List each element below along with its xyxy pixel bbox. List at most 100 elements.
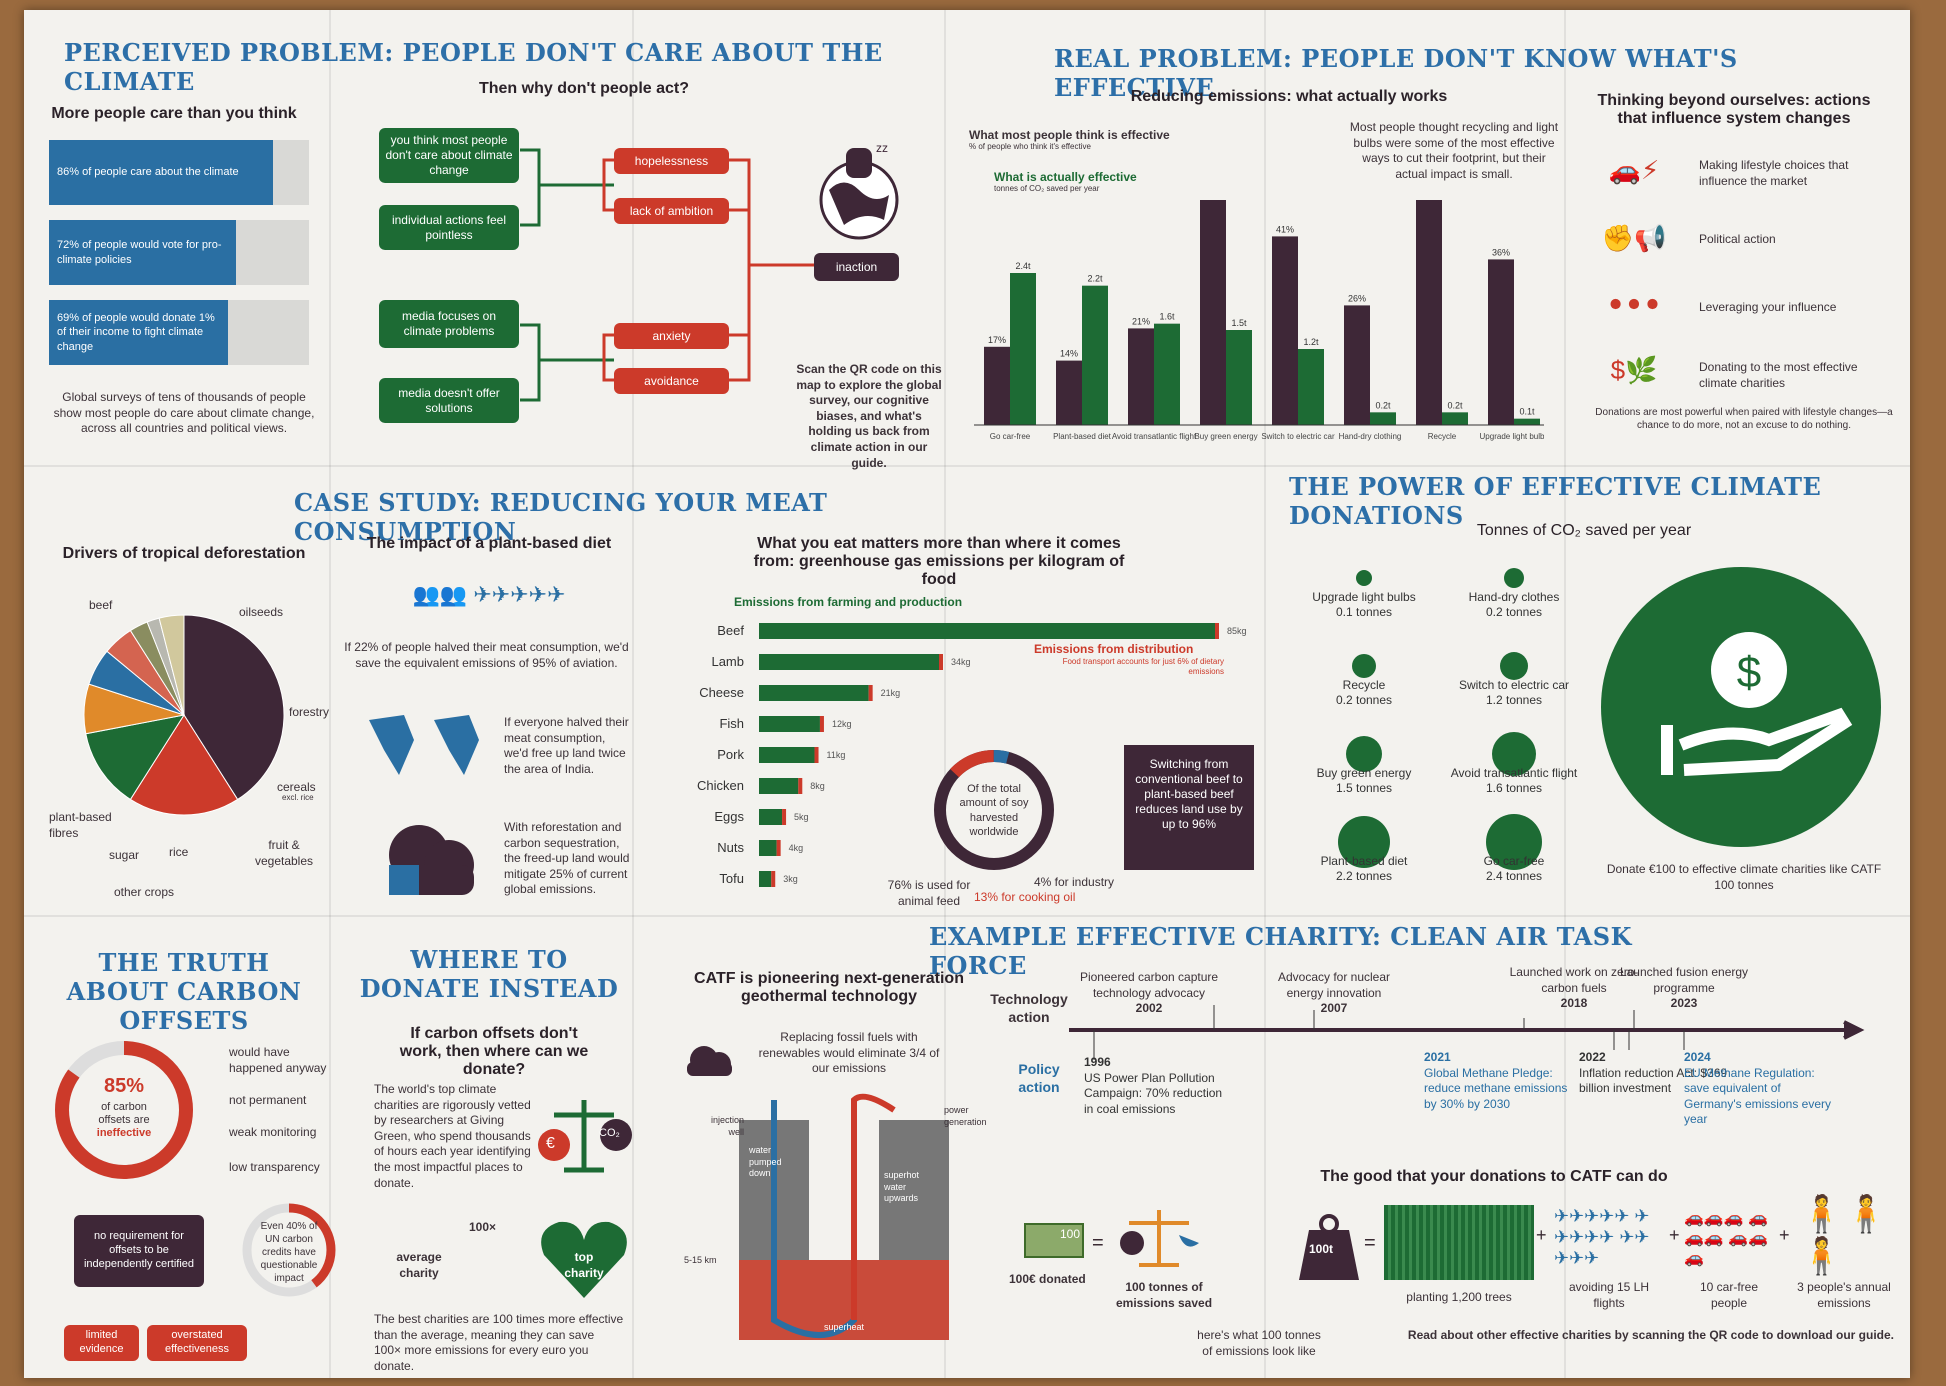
tech-event-text: Launched fusion energy programme: [1619, 965, 1749, 995]
donation-val: 2.4 tonnes: [1485, 869, 1543, 883]
category-label: Plant-based diet: [1053, 432, 1112, 441]
care-bar: 72% of people would vote for pro-climate…: [49, 220, 237, 285]
actual-label: 1.6t: [1159, 312, 1175, 322]
think-bar: [1056, 360, 1082, 425]
pie-label: oilseeds: [239, 605, 284, 619]
network-icon: ⚫⚫⚫: [1606, 292, 1662, 317]
tech-event: Launched fusion energy programme 2023: [1614, 965, 1754, 1012]
note-text: Most people thought recycling and light …: [1349, 120, 1559, 181]
category-label: Switch to electric car: [1261, 432, 1335, 441]
donation-name: Switch to electric car: [1458, 678, 1570, 692]
pie-slice: [158, 614, 185, 716]
food-label: Beef: [717, 623, 744, 638]
soy-center-text: Of the total amount of soy harvested wor…: [959, 783, 1029, 838]
equals-sign: =: [1364, 1232, 1376, 1254]
donation-item: Buy green energy 1.5 tonnes: [1289, 766, 1439, 796]
dist-bar: [782, 809, 787, 825]
meat-legend-sub: Food transport accounts for just 6% of d…: [1062, 657, 1224, 677]
care-bars: 86% of people care about the climate 72% …: [49, 140, 309, 380]
donation-val: 1.6 tonnes: [1485, 781, 1543, 795]
policy-event-text: Inflation reduction Act: $369 billion in…: [1579, 1065, 1728, 1096]
actual-label: 1.2t: [1303, 337, 1319, 347]
weight-label: 100t: [1309, 1242, 1334, 1256]
section-title: THE POWER OF EFFECTIVE CLIMATE DONATIONS: [1289, 472, 1822, 530]
donation-item: Go car-free 2.4 tonnes: [1439, 854, 1589, 884]
think-label: 17%: [988, 335, 1006, 345]
req-box: no requirement for offsets to be indepen…: [74, 1215, 204, 1287]
equals-sign: =: [1092, 1232, 1104, 1254]
actual-bar: [1082, 285, 1108, 425]
donation-val: 0.2 tonnes: [1335, 693, 1393, 707]
co2-glyph: CO₂: [599, 1127, 620, 1139]
tech-event: Pioneered carbon capture technology advo…: [1079, 970, 1219, 1017]
power-label: power generation: [944, 1105, 987, 1127]
fold: [24, 465, 1910, 467]
food-label: Fish: [719, 716, 744, 731]
impact-title: The impact of a plant-based diet: [366, 535, 612, 552]
fold: [329, 10, 331, 1378]
dist-bar: [939, 654, 943, 670]
actual-bar: [1514, 418, 1540, 425]
care-bar-track: 72% of people would vote for pro-climate…: [49, 220, 309, 285]
donation-name: Recycle: [1342, 678, 1386, 692]
donate-footer: The best charities are 100 times more ef…: [374, 1312, 624, 1373]
feeling-box: hopelessness: [614, 148, 729, 174]
actual-bar: [1442, 412, 1468, 425]
pie-label: forestry: [289, 705, 330, 719]
planes-icon: ✈✈✈✈✈ ✈✈✈✈✈ ✈✈✈✈✈: [1554, 1206, 1650, 1268]
meat-legend: Emissions from distribution: [1034, 642, 1194, 656]
section-title: PERCEIVED PROBLEM: PEOPLE DON'T CARE ABO…: [64, 38, 883, 96]
category-label: Avoid transatlantic flight: [1112, 432, 1197, 441]
actual-label: 0.2t: [1375, 400, 1391, 410]
fold: [1264, 10, 1266, 1378]
actual-bar: [1298, 349, 1324, 425]
food-label: Tofu: [719, 871, 744, 886]
food-value: 85kg: [1227, 626, 1247, 636]
care-bar-track: 69% of people would donate 1% of their i…: [49, 300, 309, 365]
forty-text: Even 40% of UN carbon credits have quest…: [260, 1221, 318, 1284]
earth-icon: zz: [819, 141, 899, 240]
feeling-box: avoidance: [614, 368, 729, 394]
depth-label: 5-15 km: [684, 1255, 717, 1265]
svg-text:zz: zz: [876, 141, 888, 155]
actual-bar: [1010, 273, 1036, 425]
dist-bar: [814, 747, 819, 763]
meat-chart: Beef 85kg Lamb 34kg Cheese 21kg Fish 12kg Pork 11…: [697, 623, 1247, 887]
soy-donut: [934, 750, 1054, 870]
dist-bar: [771, 871, 776, 887]
tech-label: Technology action: [990, 991, 1068, 1026]
scale-icon: [538, 1100, 632, 1173]
offsets-pct: 85%: [103, 1075, 145, 1097]
donation-item: Hand-dry clothes 0.2 tonnes: [1439, 590, 1589, 620]
system-list: 🚗⚡ Making lifestyle choices that influen…: [1589, 150, 1899, 440]
care-bar-track: 86% of people care about the climate: [49, 140, 309, 205]
pie-label: excl. rice: [282, 793, 314, 802]
dist-bar: [868, 685, 873, 701]
care-bar: 69% of people would donate 1% of their i…: [49, 300, 229, 365]
farm-bar: [759, 685, 869, 701]
pie-label: other crops: [114, 885, 175, 899]
section-title: WHERE TO DONATE INSTEAD: [359, 945, 619, 1003]
donation-item: Plant-based diet 2.2 tonnes: [1289, 854, 1439, 884]
policy-event-year: 2021: [1424, 1050, 1451, 1064]
farm-bar: [759, 871, 772, 887]
think-bar: [1128, 328, 1154, 425]
saved-label: 100 tonnes of emissions saved: [1115, 1280, 1213, 1310]
forty-donut: [242, 1203, 336, 1297]
euro-glyph: €: [546, 1135, 555, 1152]
farm-bar: [759, 716, 820, 732]
offset-reason: low transparency: [229, 1160, 320, 1174]
offsets-text: offsets are: [98, 1114, 150, 1126]
soy-ind-text: 4% for industry: [1034, 875, 1115, 889]
donation-item: Switch to electric car 1.2 tonnes: [1439, 678, 1589, 708]
farm-bar: [759, 809, 783, 825]
trees-label: planting 1,200 trees: [1406, 1290, 1512, 1304]
meat-title: What you eat matters more than where it …: [753, 535, 1125, 588]
belief-box: individual actions feel pointless: [379, 205, 519, 250]
belief-box: media doesn't offer solutions: [379, 378, 519, 423]
soy-oil-text: 13% for cooking oil: [974, 890, 1076, 904]
think-label: 36%: [1492, 247, 1510, 257]
donation-val: 2.2 tonnes: [1335, 869, 1393, 883]
policy-event: 2021 Global Methane Pledge: reduce methan…: [1424, 1050, 1574, 1112]
limited-box: limited evidence: [64, 1325, 139, 1361]
